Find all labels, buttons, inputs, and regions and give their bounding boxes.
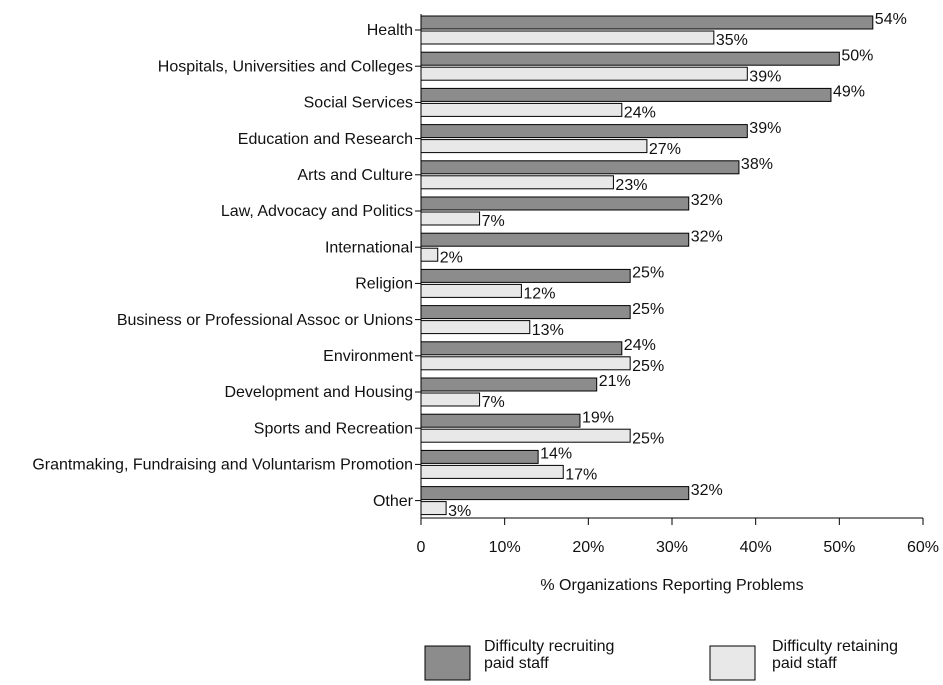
value-label: 14% [540, 446, 572, 463]
value-label: 32% [691, 192, 723, 209]
bar [420, 377, 598, 392]
y-tick-label: Other [373, 493, 414, 510]
value-label: 7% [482, 394, 505, 411]
y-tick-label: Business or Professional Assoc or Unions [117, 312, 413, 329]
legend-swatch [424, 645, 471, 681]
bar [420, 392, 481, 407]
x-tick-label: 10% [489, 539, 521, 556]
bar [420, 232, 690, 247]
bar [420, 305, 631, 320]
bar [420, 87, 832, 102]
value-label: 49% [833, 84, 865, 101]
value-label: 39% [749, 120, 781, 137]
value-label: 25% [632, 301, 664, 318]
value-label: 7% [482, 213, 505, 230]
bar [420, 211, 481, 226]
y-tick-label: Religion [355, 276, 413, 293]
bar [420, 160, 740, 175]
value-label: 27% [649, 141, 681, 158]
value-label: 17% [565, 467, 597, 484]
bar [420, 341, 623, 356]
bar [420, 247, 439, 262]
value-label: 35% [716, 32, 748, 49]
value-label: 19% [582, 409, 614, 426]
bar [420, 428, 631, 443]
value-label: 25% [632, 265, 664, 282]
bar [420, 268, 631, 283]
bar [420, 486, 690, 501]
bar [420, 30, 715, 45]
y-tick-label: Social Services [304, 95, 413, 112]
value-label: 21% [599, 373, 631, 390]
value-label: 2% [440, 249, 463, 266]
value-label: 32% [691, 482, 723, 499]
value-label: 32% [691, 228, 723, 245]
y-tick-label: Sports and Recreation [254, 420, 413, 437]
bar [420, 283, 522, 298]
value-label: 23% [615, 177, 647, 194]
bar [420, 464, 564, 479]
value-label: 24% [624, 337, 656, 354]
legend-label: Difficulty retaining paid staff [772, 638, 898, 672]
value-label: 25% [632, 358, 664, 375]
x-tick-label: 50% [823, 539, 855, 556]
bar [420, 196, 690, 211]
bar [420, 124, 748, 139]
value-label: 39% [749, 68, 781, 85]
y-tick-label: Health [367, 22, 413, 39]
value-label: 12% [523, 286, 555, 303]
y-tick-label: Hospitals, Universities and Colleges [158, 58, 413, 75]
value-label: 54% [875, 11, 907, 28]
x-tick-label: 0 [417, 539, 426, 556]
x-tick-label: 60% [907, 539, 939, 556]
bar [420, 175, 614, 190]
y-tick-label: Grantmaking, Fundraising and Voluntarism… [32, 457, 413, 474]
y-tick-label: International [325, 239, 413, 256]
y-tick-label: Education and Research [238, 131, 413, 148]
value-label: 24% [624, 105, 656, 122]
y-tick-label: Environment [323, 348, 413, 365]
bar [420, 102, 623, 117]
value-label: 25% [632, 430, 664, 447]
x-tick-label: 20% [572, 539, 604, 556]
y-tick-label: Development and Housing [224, 384, 413, 401]
value-label: 38% [741, 156, 773, 173]
bar [420, 15, 874, 30]
bar [420, 66, 748, 81]
x-axis-title: % Organizations Reporting Problems [540, 577, 803, 594]
legend-label: Difficulty recruiting paid staff [484, 638, 615, 672]
bar [420, 449, 539, 464]
y-tick-label: Arts and Culture [297, 167, 413, 184]
bar [420, 413, 581, 428]
y-tick-label: Law, Advocacy and Politics [221, 203, 413, 220]
x-tick-label: 30% [656, 539, 688, 556]
bar [420, 51, 840, 66]
bar [420, 320, 531, 335]
bar [420, 139, 648, 154]
bar [420, 501, 447, 516]
value-label: 50% [841, 47, 873, 64]
x-tick-label: 40% [740, 539, 772, 556]
value-label: 3% [448, 503, 471, 520]
value-label: 13% [532, 322, 564, 339]
legend-swatch [709, 645, 756, 681]
bar [420, 356, 631, 371]
